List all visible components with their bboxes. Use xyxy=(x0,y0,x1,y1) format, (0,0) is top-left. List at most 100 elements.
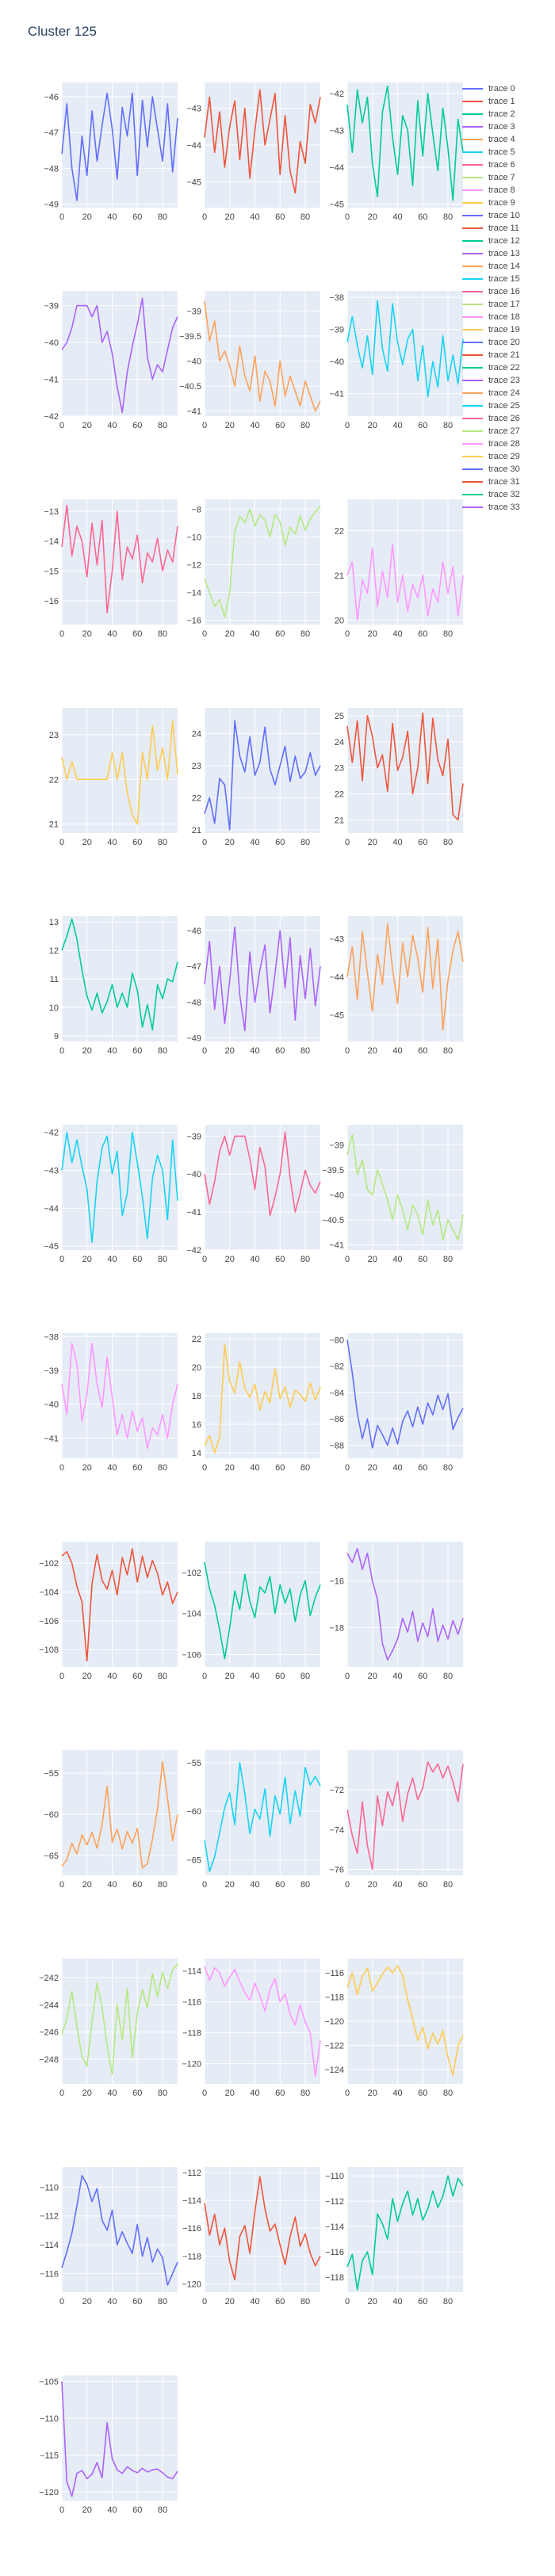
x-tick-label: 40 xyxy=(250,2297,259,2307)
y-tick-label: −118 xyxy=(182,2029,201,2039)
y-tick-label: −41 xyxy=(329,1241,344,1251)
x-tick-label: 60 xyxy=(132,2297,142,2307)
y-tick-label: −116 xyxy=(325,1969,344,1978)
x-tick-label: 80 xyxy=(300,629,310,639)
y-tick-label: 21 xyxy=(335,571,344,581)
y-tick-label: −246 xyxy=(39,2028,59,2038)
y-tick-label: −112 xyxy=(40,2212,59,2222)
y-tick-label: −47 xyxy=(44,128,59,138)
x-tick-label: 0 xyxy=(345,838,350,847)
x-tick-label: 40 xyxy=(392,1672,402,1681)
x-tick-label: 0 xyxy=(202,2297,207,2307)
legend-swatch xyxy=(462,227,483,229)
x-tick-label: 40 xyxy=(392,1463,402,1473)
y-tick-label: −12 xyxy=(186,561,201,571)
y-tick-label: −42 xyxy=(329,90,344,99)
plot-area xyxy=(347,2167,463,2292)
y-tick-label: −14 xyxy=(44,537,59,547)
y-tick-label: −42 xyxy=(186,1246,201,1256)
y-tick-label: −116 xyxy=(182,1998,201,2008)
series-line-13 xyxy=(204,926,321,1032)
plot-area xyxy=(205,1750,320,1875)
legend-swatch xyxy=(462,240,483,242)
x-tick-label: 40 xyxy=(107,1255,117,1264)
y-tick-label: 21 xyxy=(49,820,59,830)
x-tick-label: 0 xyxy=(202,1255,207,1264)
legend-swatch xyxy=(462,151,483,153)
plot-area xyxy=(205,2167,320,2292)
y-tick-label: −43 xyxy=(44,1166,59,1175)
series-line-12 xyxy=(61,918,178,1031)
legend-swatch xyxy=(462,316,483,318)
x-tick-label: 40 xyxy=(107,1046,117,1056)
x-tick-label: 0 xyxy=(345,1046,350,1056)
x-tick-label: 0 xyxy=(345,421,350,430)
x-tick-label: 80 xyxy=(158,1046,167,1056)
plot-area xyxy=(205,1959,320,2084)
x-tick-label: 0 xyxy=(345,1672,350,1681)
series-line-32 xyxy=(346,2175,464,2291)
y-tick-label: −84 xyxy=(329,1389,344,1398)
subplot-32: 0 20 40 60 80 −118 −116 −114 −112 −110 xyxy=(325,2167,464,2307)
series-line-8 xyxy=(346,543,464,621)
x-tick-label: 40 xyxy=(392,2297,402,2307)
y-tick-label: −47 xyxy=(186,962,201,972)
series-line-21 xyxy=(61,1548,178,1662)
plot-area xyxy=(347,1542,463,1667)
y-tick-label: −43 xyxy=(329,126,344,136)
y-tick-label: −82 xyxy=(329,1363,344,1372)
plot-area xyxy=(62,2375,178,2501)
plot-area xyxy=(205,1542,320,1667)
x-tick-label: 0 xyxy=(345,212,350,222)
y-tick-label: −110 xyxy=(40,2414,59,2424)
series-line-3 xyxy=(61,297,178,414)
x-tick-label: 80 xyxy=(443,1046,453,1056)
x-tick-label: 20 xyxy=(368,1880,377,1890)
legend-swatch xyxy=(462,253,483,254)
x-tick-label: 20 xyxy=(368,2297,377,2307)
y-tick-label: −39 xyxy=(329,326,344,335)
x-tick-label: 0 xyxy=(59,1463,64,1473)
subplot-0: 0 20 40 60 80 −49 −48 −47 −46 xyxy=(44,82,178,222)
y-tick-label: −39 xyxy=(44,1366,59,1376)
x-tick-label: 60 xyxy=(132,421,142,430)
x-tick-label: 80 xyxy=(158,212,167,222)
x-tick-label: 80 xyxy=(300,212,310,222)
y-tick-label: −118 xyxy=(325,1993,344,2003)
legend-swatch xyxy=(462,430,483,432)
subplot-3: 0 20 40 60 80 −42 −41 −40 −39 xyxy=(44,291,178,430)
series-line-17 xyxy=(346,1133,464,1241)
y-tick-label: 9 xyxy=(54,1032,59,1041)
y-tick-label: 21 xyxy=(192,826,201,835)
y-tick-label: −16 xyxy=(44,597,59,606)
y-tick-label: 21 xyxy=(335,816,344,826)
y-tick-label: −41 xyxy=(44,1434,59,1443)
x-tick-label: 20 xyxy=(368,1255,377,1264)
legend-swatch xyxy=(462,88,483,90)
x-tick-label: 40 xyxy=(107,1672,117,1681)
y-tick-label: −48 xyxy=(186,998,201,1007)
legend-swatch xyxy=(462,278,483,280)
legend-label: trace 21 xyxy=(488,350,520,360)
subplot-27: 0 20 40 60 80 −248 −246 −244 −242 xyxy=(39,1959,178,2098)
x-tick-label: 0 xyxy=(202,212,207,222)
plot-area xyxy=(347,82,463,208)
series-line-1 xyxy=(204,89,321,194)
x-tick-label: 40 xyxy=(392,212,402,222)
x-tick-label: 60 xyxy=(275,212,285,222)
legend-swatch xyxy=(462,354,483,356)
legend-label: trace 2 xyxy=(488,109,515,119)
y-tick-label: −88 xyxy=(329,1441,344,1450)
x-tick-label: 40 xyxy=(392,1046,402,1056)
x-tick-label: 20 xyxy=(368,1463,377,1473)
subplot-24: 0 20 40 60 80 −65 −60 −55 xyxy=(44,1750,178,1890)
y-tick-label: −40 xyxy=(186,1170,201,1179)
subplot-15: 0 20 40 60 80 −45 −44 −43 −42 xyxy=(44,1125,178,1264)
y-tick-label: −112 xyxy=(182,2169,201,2178)
subplot-1: 0 20 40 60 80 −45 −44 −43 xyxy=(186,82,321,222)
page-title: Cluster 125 xyxy=(28,24,97,39)
subplot-16: 0 20 40 60 80 −42 −41 −40 −39 xyxy=(186,1125,321,1264)
x-tick-label: 40 xyxy=(107,2089,117,2098)
x-tick-label: 60 xyxy=(418,629,427,639)
x-tick-label: 40 xyxy=(250,1880,259,1890)
